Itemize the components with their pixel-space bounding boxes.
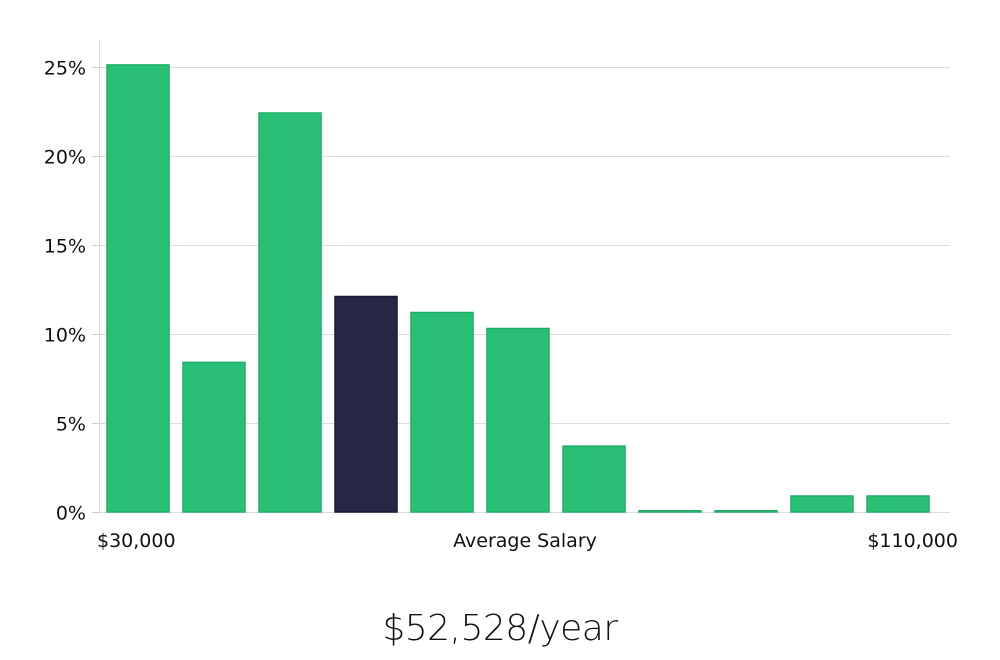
bar: [258, 112, 322, 513]
y-tick-label: 25%: [44, 58, 86, 80]
y-tick-label: 0%: [56, 503, 86, 525]
y-tick-label: 15%: [44, 236, 86, 258]
x-max-label: $110,000: [867, 530, 958, 552]
bar: [638, 510, 702, 513]
x-axis-title: Average Salary: [453, 530, 597, 552]
y-tick-label: 20%: [44, 147, 86, 169]
average-salary-headline: $52,528/year: [382, 608, 618, 649]
salary-distribution-chart: 0%5%10%15%20%25% $30,000 Average Salary …: [44, 40, 958, 552]
y-tick-label: 5%: [56, 414, 86, 436]
bar: [486, 327, 550, 513]
y-tick-labels: 0% 5% 10% 15% 20% 25%: [44, 58, 86, 525]
bar: [866, 495, 930, 513]
bar: [106, 64, 170, 513]
bar: [562, 445, 626, 513]
y-tick-label: 10%: [44, 325, 86, 347]
bar: [182, 361, 246, 513]
bars: [106, 64, 930, 513]
bar-highlighted: [334, 295, 398, 513]
bar: [790, 495, 854, 513]
bar: [410, 311, 474, 513]
bar: [714, 510, 778, 513]
x-min-label: $30,000: [97, 530, 176, 552]
